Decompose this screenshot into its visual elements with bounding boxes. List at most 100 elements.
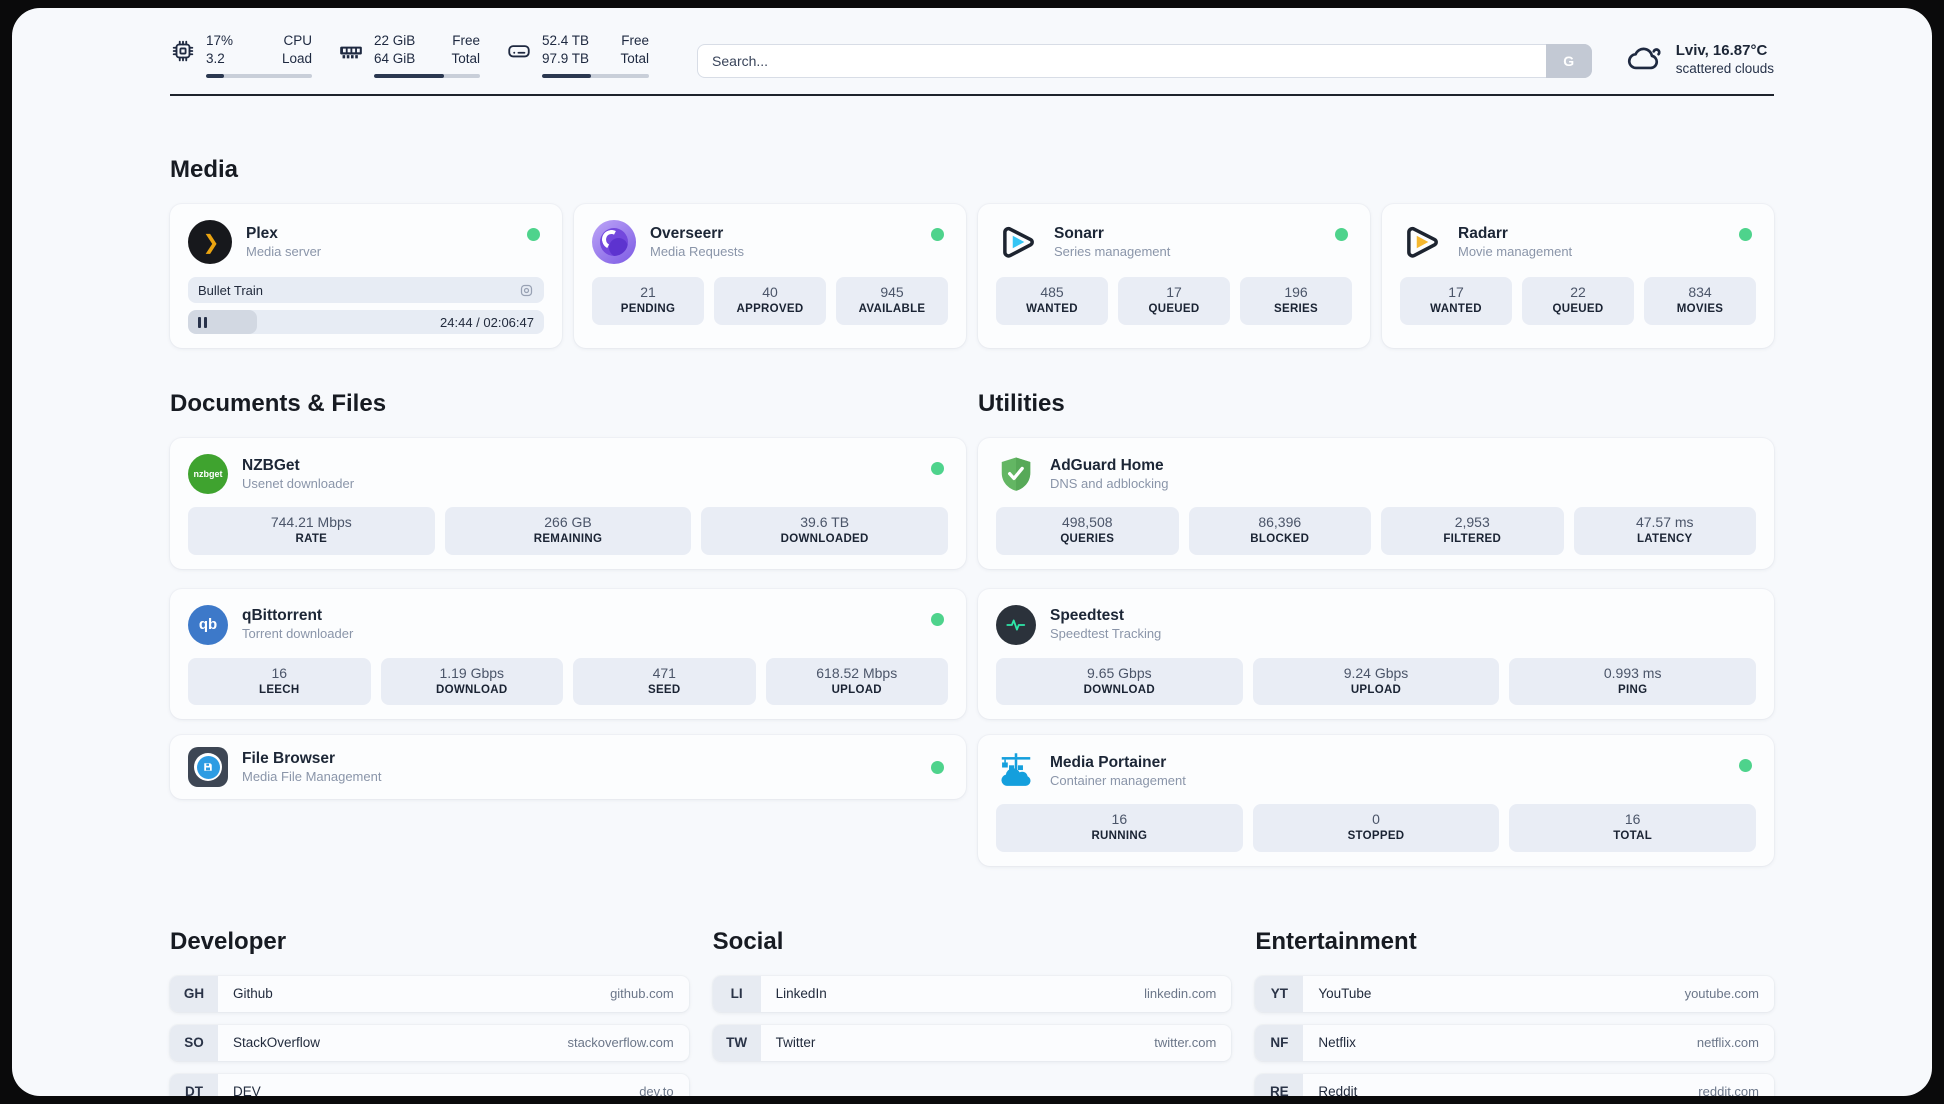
twitter-abbr-icon: TW bbox=[712, 1024, 761, 1061]
stat-download: 1.19 Gbps DOWNLOAD bbox=[380, 657, 563, 706]
app-name-qbittorrent: qBittorrent bbox=[242, 607, 323, 625]
stat-movies: 834 MOVIES bbox=[1644, 277, 1756, 325]
app-card-adguard[interactable]: AdGuard Home DNS and adblocking 498,508 Q… bbox=[978, 438, 1774, 569]
pause-icon bbox=[198, 316, 207, 328]
link-dev[interactable]: DT DEV dev.to bbox=[170, 1073, 689, 1096]
app-card-speedtest[interactable]: Speedtest Speedtest Tracking 9.65 Gbps DO… bbox=[978, 588, 1774, 720]
stat-available: 945 AVAILABLE bbox=[836, 277, 948, 325]
speedtest-icon bbox=[996, 604, 1036, 645]
link-reddit[interactable]: RE Reddit reddit.com bbox=[1255, 1073, 1774, 1096]
ram-free-label: Free bbox=[452, 33, 480, 48]
cloud-icon bbox=[1627, 47, 1661, 70]
app-desc-nzbget: Usenet downloader bbox=[242, 476, 355, 492]
media-grid: ❯ Plex Media server Bullet Train 24:44 /… bbox=[170, 204, 1774, 349]
weather-widget: Lviv, 16.87°C scattered clouds bbox=[1626, 40, 1774, 76]
filebrowser-icon bbox=[188, 747, 228, 788]
memory-widget: 22 GiB 64 GiB Free Total bbox=[338, 32, 480, 79]
disk-progress-bar bbox=[542, 74, 650, 79]
app-name-plex: Plex bbox=[246, 224, 278, 242]
stat-upload: 9.24 Gbps UPLOAD bbox=[1252, 657, 1500, 706]
header: 17% 3.2 CPU Load bbox=[170, 8, 1774, 79]
portainer-icon bbox=[996, 751, 1036, 791]
weather-location-temp: Lviv, 16.87°C bbox=[1675, 42, 1768, 59]
search-engine-button[interactable]: G bbox=[1545, 44, 1592, 78]
social-section: Social LI LinkedIn linkedin.com TW Twitt… bbox=[712, 928, 1232, 1096]
app-card-plex[interactable]: ❯ Plex Media server Bullet Train 24:44 /… bbox=[170, 204, 562, 349]
status-online-dot bbox=[527, 228, 540, 242]
dev-abbr-icon: DT bbox=[170, 1073, 218, 1096]
overseerr-icon bbox=[592, 220, 636, 265]
app-card-nzbget[interactable]: nzbget NZBGet Usenet downloader 744.21 M… bbox=[170, 438, 966, 569]
link-youtube[interactable]: YT YouTube youtube.com bbox=[1255, 975, 1774, 1012]
status-online-dot bbox=[931, 612, 944, 626]
app-card-qbittorrent[interactable]: qb qBittorrent Torrent downloader 16 LEEC… bbox=[170, 588, 966, 720]
status-online-dot bbox=[931, 228, 944, 242]
link-linkedin[interactable]: LI LinkedIn linkedin.com bbox=[712, 975, 1232, 1012]
app-name-radarr: Radarr bbox=[1458, 224, 1508, 242]
app-card-filebrowser[interactable]: File Browser Media File Management bbox=[170, 735, 966, 800]
dashboard-panel: 17% 3.2 CPU Load bbox=[12, 8, 1932, 1096]
section-title-documents: Documents & Files bbox=[170, 390, 387, 418]
search-input[interactable] bbox=[697, 44, 1592, 78]
stat-remaining: 266 GB REMAINING bbox=[444, 507, 692, 555]
developer-section: Developer GH Github github.com SO StackO… bbox=[170, 928, 689, 1096]
status-online-dot bbox=[1739, 228, 1752, 242]
link-netflix[interactable]: NF Netflix netflix.com bbox=[1255, 1024, 1774, 1061]
stackoverflow-abbr-icon: SO bbox=[170, 1024, 218, 1061]
stat-pending: 21 PENDING bbox=[592, 277, 704, 325]
disk-total-label: Total bbox=[620, 51, 650, 67]
disk-icon bbox=[508, 45, 530, 58]
app-name-speedtest: Speedtest bbox=[1050, 607, 1125, 625]
stat-total: 16 TOTAL bbox=[1509, 804, 1756, 852]
cpu-widget: 17% 3.2 CPU Load bbox=[170, 32, 312, 79]
stat-rate: 744.21 Mbps RATE bbox=[188, 507, 435, 555]
plex-playback-progress: 24:44 / 02:06:47 bbox=[188, 310, 544, 335]
stat-queries: 498,508 QUERIES bbox=[996, 507, 1179, 555]
plex-icon: ❯ bbox=[188, 220, 232, 265]
cpu-progress-bar bbox=[206, 74, 312, 79]
cpu-label: CPU bbox=[283, 33, 312, 48]
section-title-media: Media bbox=[170, 156, 239, 184]
stat-downloaded: 39.6 TB DOWNLOADED bbox=[701, 507, 948, 555]
disk-free-label: Free bbox=[621, 33, 650, 48]
disk-widget: 52.4 TB 97.9 TB Free Total bbox=[506, 32, 650, 79]
app-card-sonarr[interactable]: Sonarr Series management 485 WANTED 17 QUE… bbox=[978, 204, 1370, 349]
app-name-sonarr: Sonarr bbox=[1054, 224, 1104, 242]
stat-ping: 0.993 ms PING bbox=[1509, 657, 1756, 706]
documents-column: Documents & Files nzbget NZBGet Usenet d… bbox=[170, 390, 966, 865]
link-stackoverflow[interactable]: SO StackOverflow stackoverflow.com bbox=[170, 1024, 689, 1061]
app-desc-overseerr: Media Requests bbox=[650, 244, 744, 260]
stat-download: 9.65 Gbps DOWNLOAD bbox=[996, 657, 1243, 706]
section-title-entertainment: Entertainment bbox=[1255, 927, 1417, 955]
app-name-nzbget: NZBGet bbox=[242, 456, 300, 474]
stat-series: 196 SERIES bbox=[1240, 277, 1352, 325]
stat-blocked: 86,396 BLOCKED bbox=[1188, 507, 1371, 555]
adguard-icon bbox=[996, 454, 1036, 494]
nzbget-icon: nzbget bbox=[188, 454, 228, 495]
app-desc-speedtest: Speedtest Tracking bbox=[1050, 626, 1162, 642]
app-desc-sonarr: Series management bbox=[1054, 244, 1171, 260]
app-card-portainer[interactable]: Media Portainer Container management 16 R… bbox=[978, 735, 1774, 866]
app-card-overseerr[interactable]: Overseerr Media Requests 21 PENDING 40 APP… bbox=[574, 204, 966, 349]
github-abbr-icon: GH bbox=[170, 975, 218, 1012]
app-desc-plex: Media server bbox=[246, 244, 322, 260]
cpu-usage-value: 17% bbox=[206, 33, 234, 48]
status-online-dot bbox=[1739, 759, 1752, 773]
entertainment-section: Entertainment YT YouTube youtube.com NF … bbox=[1255, 928, 1774, 1096]
app-card-radarr[interactable]: Radarr Movie management 17 WANTED 22 QUEUE… bbox=[1382, 204, 1774, 349]
link-github[interactable]: GH Github github.com bbox=[170, 975, 689, 1012]
netflix-abbr-icon: NF bbox=[1255, 1024, 1304, 1061]
stat-seed: 471 SEED bbox=[573, 657, 756, 706]
stat-stopped: 0 STOPPED bbox=[1252, 804, 1500, 852]
app-desc-qbittorrent: Torrent downloader bbox=[242, 626, 354, 642]
link-twitter[interactable]: TW Twitter twitter.com bbox=[712, 1024, 1232, 1061]
stat-upload: 618.52 Mbps UPLOAD bbox=[765, 657, 948, 706]
stat-leech: 16 LEECH bbox=[188, 657, 371, 706]
disk-free-value: 52.4 TB bbox=[542, 33, 590, 48]
stat-queued: 17 QUEUED bbox=[1118, 277, 1230, 325]
status-online-dot bbox=[931, 462, 944, 476]
section-title-developer: Developer bbox=[170, 927, 287, 955]
ram-icon bbox=[340, 46, 362, 59]
stat-filtered: 2,953 FILTERED bbox=[1381, 507, 1564, 555]
ram-progress-bar bbox=[374, 74, 480, 79]
